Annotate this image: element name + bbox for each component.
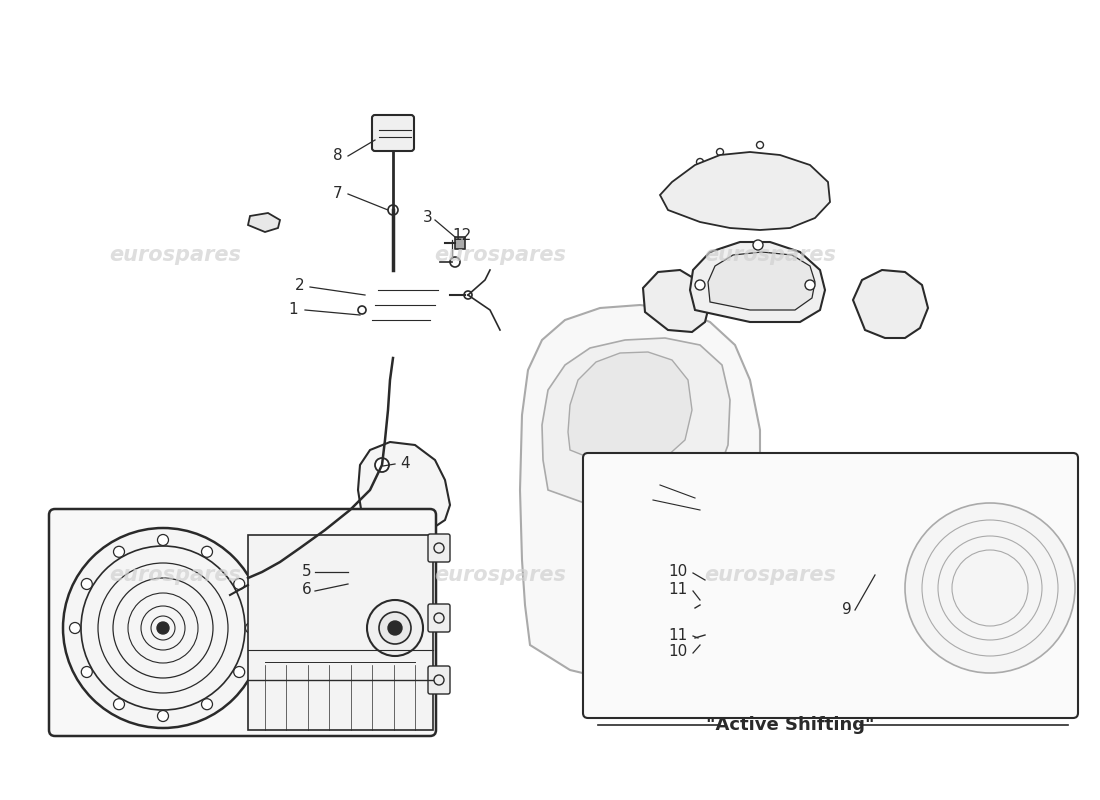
Polygon shape [708,252,815,310]
Circle shape [233,578,244,590]
Text: 7: 7 [333,186,343,201]
Polygon shape [690,242,825,322]
Circle shape [450,257,460,267]
Circle shape [388,621,401,635]
Text: 3: 3 [424,210,433,226]
Circle shape [695,280,705,290]
Text: 10: 10 [669,565,688,579]
Circle shape [754,240,763,250]
Circle shape [375,458,389,472]
Text: eurospares: eurospares [109,245,241,265]
Circle shape [358,306,366,314]
Bar [248,535,433,730]
Circle shape [696,158,704,166]
Circle shape [157,534,168,546]
Circle shape [692,189,698,195]
Circle shape [201,546,212,558]
Circle shape [805,280,815,290]
Text: 1: 1 [288,302,298,318]
Text: eurospares: eurospares [109,565,241,585]
Circle shape [243,573,253,583]
Text: 4: 4 [400,455,410,470]
Circle shape [757,142,763,149]
Circle shape [201,698,212,710]
Text: 8: 8 [333,147,343,162]
Text: 2: 2 [295,278,305,293]
FancyBboxPatch shape [50,509,436,736]
Text: 11: 11 [669,582,688,598]
Circle shape [379,612,411,644]
Circle shape [716,149,724,155]
Polygon shape [568,352,692,465]
Polygon shape [644,270,710,332]
Circle shape [63,528,263,728]
Circle shape [157,622,169,634]
Text: 6: 6 [302,582,312,598]
FancyBboxPatch shape [372,115,414,151]
Circle shape [388,205,398,215]
Circle shape [69,622,80,634]
FancyBboxPatch shape [428,604,450,632]
Circle shape [233,666,244,678]
FancyBboxPatch shape [428,534,450,562]
Circle shape [245,622,256,634]
Text: 10: 10 [669,645,688,659]
Polygon shape [852,270,928,338]
Text: 12: 12 [452,227,472,242]
Text: eurospares: eurospares [434,565,565,585]
Text: eurospares: eurospares [434,245,565,265]
Polygon shape [660,152,830,230]
Circle shape [113,546,124,558]
Text: eurospares: eurospares [704,565,836,585]
Circle shape [464,291,472,299]
Text: 5: 5 [302,565,311,579]
Polygon shape [248,213,280,232]
Text: 11: 11 [669,627,688,642]
Text: "Active Shifting": "Active Shifting" [706,716,875,734]
FancyBboxPatch shape [428,666,450,694]
FancyBboxPatch shape [583,453,1078,718]
Text: eurospares: eurospares [704,245,836,265]
Polygon shape [615,640,722,708]
Circle shape [157,710,168,722]
Circle shape [81,578,92,590]
Polygon shape [542,338,730,508]
Polygon shape [520,305,760,682]
Circle shape [81,666,92,678]
Circle shape [905,503,1075,673]
Bar [455,237,465,249]
Text: 9: 9 [843,602,851,618]
Circle shape [367,600,424,656]
Circle shape [113,698,124,710]
Polygon shape [358,442,450,530]
